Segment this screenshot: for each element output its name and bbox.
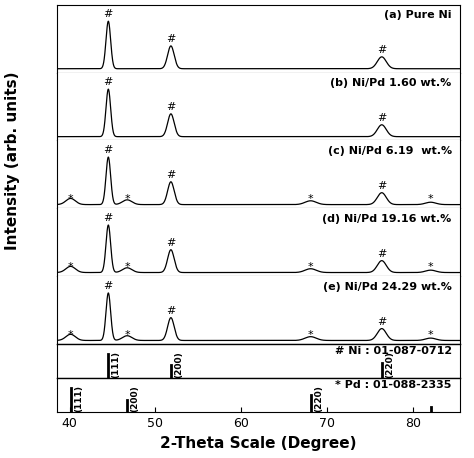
Text: *: * — [124, 329, 130, 339]
Text: #: # — [166, 306, 175, 316]
Text: #: # — [166, 170, 175, 180]
Text: * Pd : 01-088-2335: * Pd : 01-088-2335 — [335, 380, 452, 390]
Text: #: # — [104, 9, 113, 19]
Text: (220): (220) — [385, 351, 394, 378]
Text: *: * — [428, 262, 433, 272]
Text: *: * — [68, 194, 73, 204]
Text: #: # — [166, 102, 175, 112]
Text: (d) Ni/Pd 19.16 wt.%: (d) Ni/Pd 19.16 wt.% — [322, 214, 452, 224]
Text: (220): (220) — [314, 385, 323, 412]
Text: #: # — [166, 34, 175, 44]
Text: *: * — [68, 329, 73, 339]
Text: *: * — [68, 262, 73, 272]
Text: #: # — [377, 249, 386, 259]
Text: *: * — [428, 194, 433, 204]
Text: *: * — [428, 329, 433, 339]
Text: #: # — [377, 316, 386, 327]
Text: # Ni : 01-087-0712: # Ni : 01-087-0712 — [335, 346, 452, 356]
Text: *: * — [124, 194, 130, 204]
Text: #: # — [166, 238, 175, 248]
Text: #: # — [377, 181, 386, 191]
Text: (b) Ni/Pd 1.60 wt.%: (b) Ni/Pd 1.60 wt.% — [330, 78, 452, 88]
Text: *: * — [308, 194, 313, 204]
Text: #: # — [104, 145, 113, 155]
Text: (a) Pure Ni: (a) Pure Ni — [384, 10, 452, 20]
Text: (200): (200) — [131, 385, 140, 412]
Text: #: # — [377, 113, 386, 123]
X-axis label: 2-Theta Scale (Degree): 2-Theta Scale (Degree) — [160, 436, 356, 451]
Text: (c) Ni/Pd 6.19  wt.%: (c) Ni/Pd 6.19 wt.% — [328, 146, 452, 156]
Text: (200): (200) — [174, 351, 183, 378]
Text: (111): (111) — [74, 385, 83, 412]
Text: #: # — [104, 77, 113, 87]
Text: Intensity (arb. units): Intensity (arb. units) — [5, 71, 20, 250]
Text: *: * — [308, 329, 313, 339]
Text: #: # — [377, 45, 386, 55]
Text: (111): (111) — [112, 351, 121, 378]
Text: *: * — [308, 262, 313, 272]
Text: #: # — [104, 213, 113, 223]
Text: (e) Ni/Pd 24.29 wt.%: (e) Ni/Pd 24.29 wt.% — [323, 282, 452, 292]
Text: #: # — [104, 281, 113, 291]
Text: *: * — [124, 262, 130, 272]
